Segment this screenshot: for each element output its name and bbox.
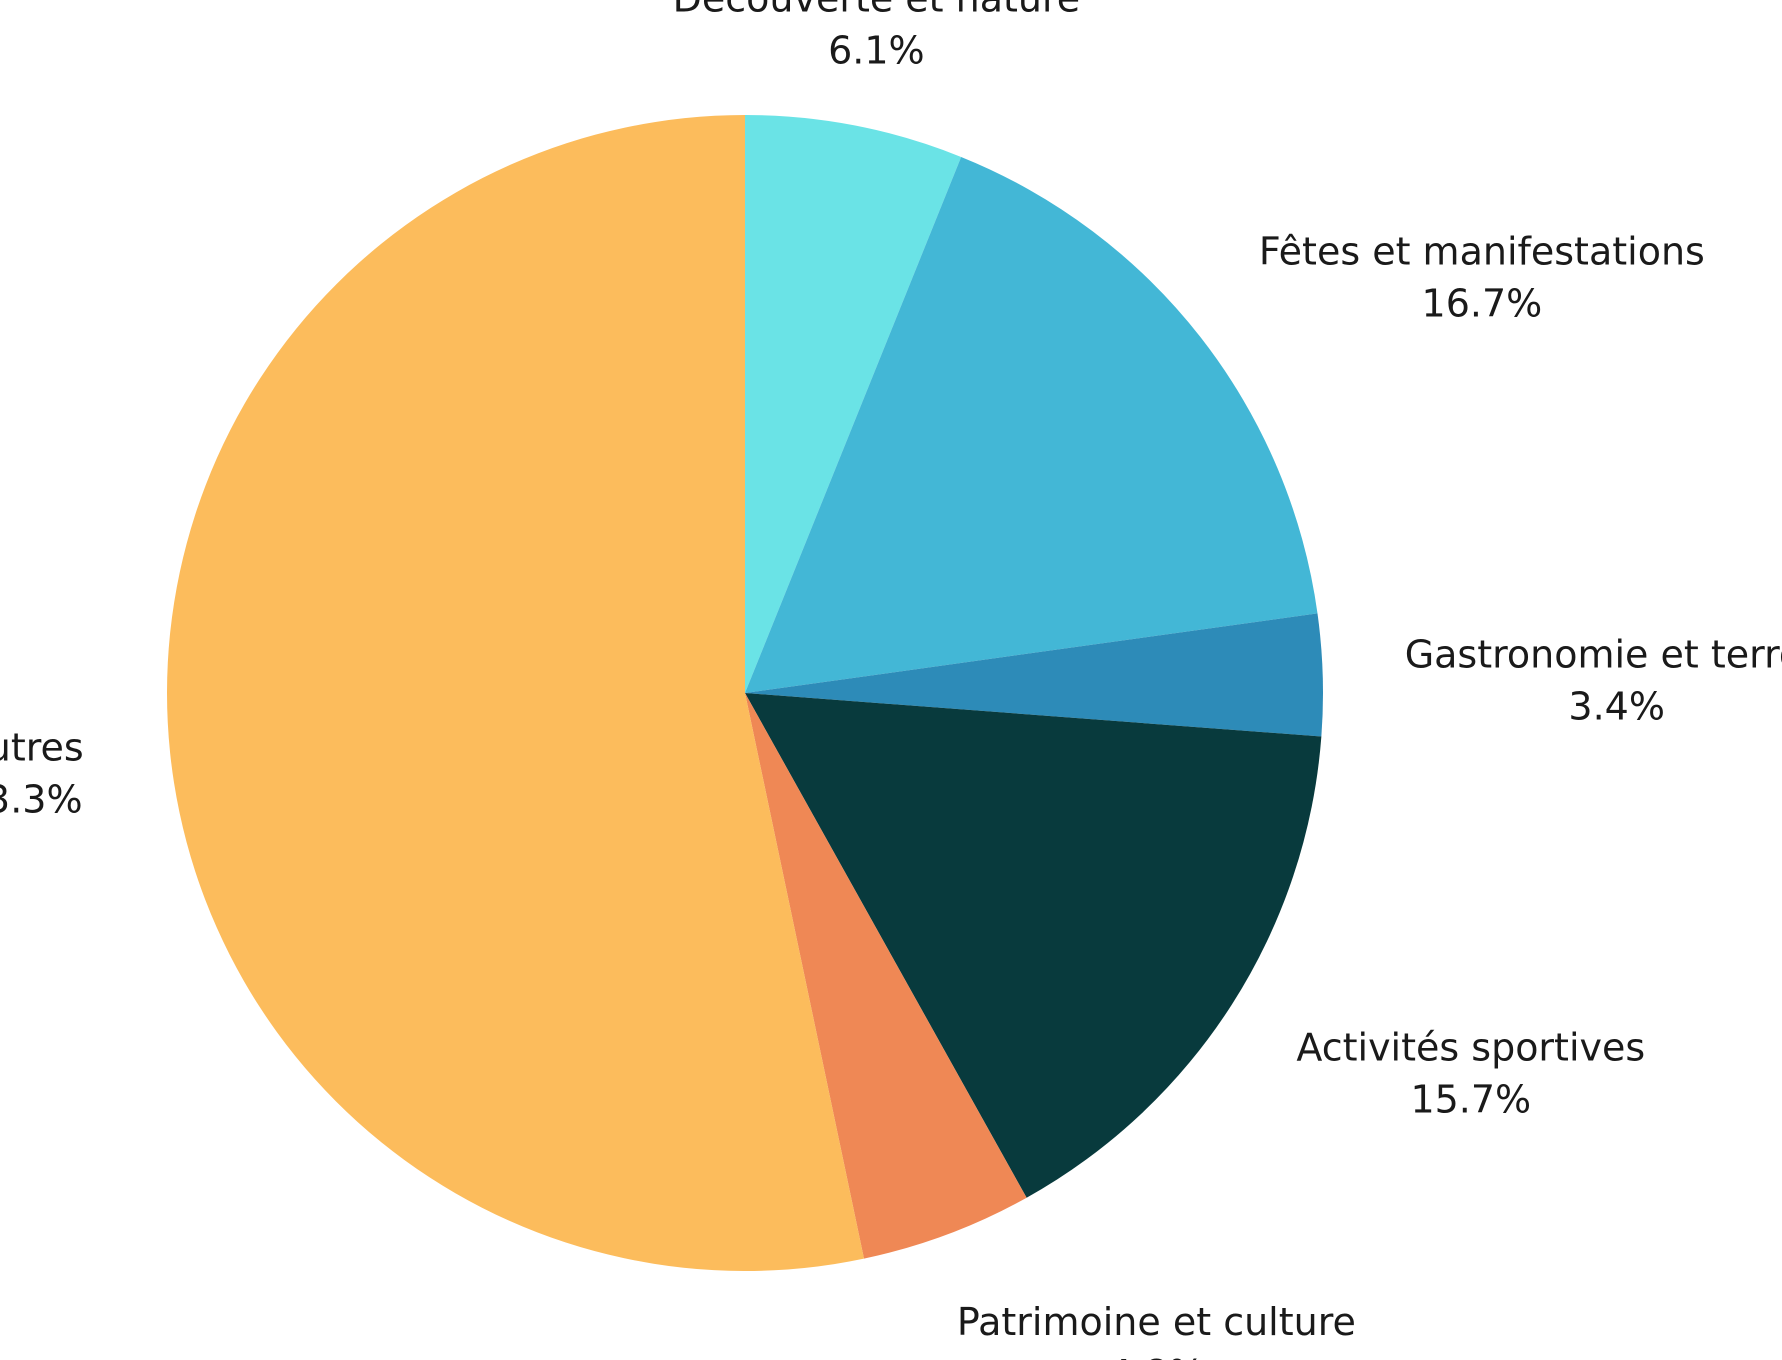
pie-label-autres: Autres 53.3% [0, 725, 84, 821]
pie-slice-autres [167, 115, 864, 1271]
slice-category-label: Patrimoine et culture [957, 1300, 1356, 1344]
pie-slice-activites-sportives [745, 693, 1322, 1198]
slice-category-label: Découverte et nature [673, 0, 1081, 21]
slice-percent-label: 4.8% [1108, 1352, 1205, 1360]
slice-percent-label: 16.7% [1422, 281, 1543, 325]
pie-slice-patrimoine-et-culture [745, 693, 1027, 1259]
slice-percent-label: 6.1% [828, 29, 925, 73]
slice-percent-label: 3.4% [1568, 684, 1665, 728]
slice-percent-label: 53.3% [0, 777, 83, 821]
slice-category-label: Gastronomie et terroir [1405, 632, 1782, 676]
pie-label-gastronomie-et-terroir: Gastronomie et terroir 3.4% [1405, 632, 1782, 728]
pie-slice-gastronomie-et-terroir [745, 613, 1324, 737]
slice-category-label: Fêtes et manifestations [1259, 229, 1705, 273]
pie-slice-fetes-et-manifestations [745, 156, 1318, 693]
pie-slices [167, 115, 1324, 1271]
pie-label-fetes-et-manifestations: Fêtes et manifestations 16.7% [1259, 229, 1705, 325]
slice-category-label: Autres [0, 725, 84, 769]
slice-percent-label: 15.7% [1410, 1078, 1531, 1122]
pie-label-activites-sportives: Activités sportives 15.7% [1296, 1026, 1645, 1122]
slice-category-label: Activités sportives [1296, 1026, 1645, 1070]
pie-slice-decouverte-et-nature [745, 115, 962, 693]
pie-label-patrimoine-et-culture: Patrimoine et culture 4.8% [957, 1300, 1356, 1360]
pie-label-decouverte-et-nature: Découverte et nature 6.1% [673, 0, 1081, 73]
